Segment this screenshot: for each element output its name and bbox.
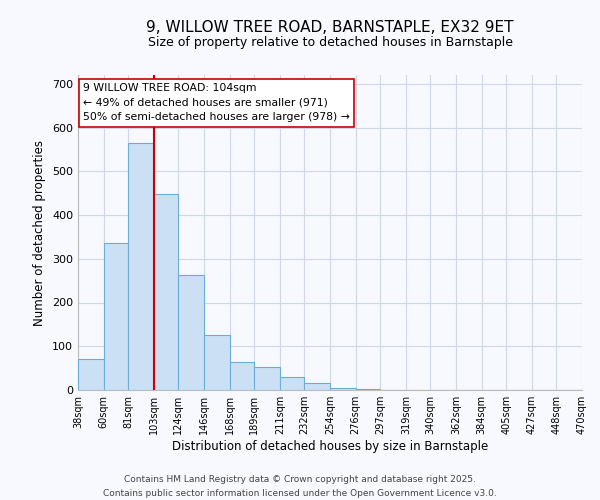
Bar: [154, 194, 178, 390]
Bar: [280, 377, 304, 390]
Y-axis label: Number of detached properties: Number of detached properties: [34, 140, 46, 326]
Bar: [178, 276, 204, 390]
Bar: [356, 389, 380, 390]
Bar: [330, 388, 356, 390]
Text: Size of property relative to detached houses in Barnstaple: Size of property relative to detached ho…: [148, 36, 512, 49]
Bar: [230, 362, 254, 390]
Text: 9, WILLOW TREE ROAD, BARNSTAPLE, EX32 9ET: 9, WILLOW TREE ROAD, BARNSTAPLE, EX32 9E…: [146, 20, 514, 35]
Bar: [204, 336, 230, 390]
Bar: [128, 143, 154, 390]
Text: Contains HM Land Registry data © Crown copyright and database right 2025.
Contai: Contains HM Land Registry data © Crown c…: [103, 476, 497, 498]
X-axis label: Distribution of detached houses by size in Barnstaple: Distribution of detached houses by size …: [172, 440, 488, 453]
Bar: [78, 360, 104, 390]
Bar: [254, 367, 280, 390]
Bar: [104, 244, 128, 390]
Text: 9 WILLOW TREE ROAD: 104sqm
← 49% of detached houses are smaller (971)
50% of sem: 9 WILLOW TREE ROAD: 104sqm ← 49% of deta…: [83, 83, 350, 122]
Bar: [304, 382, 330, 390]
